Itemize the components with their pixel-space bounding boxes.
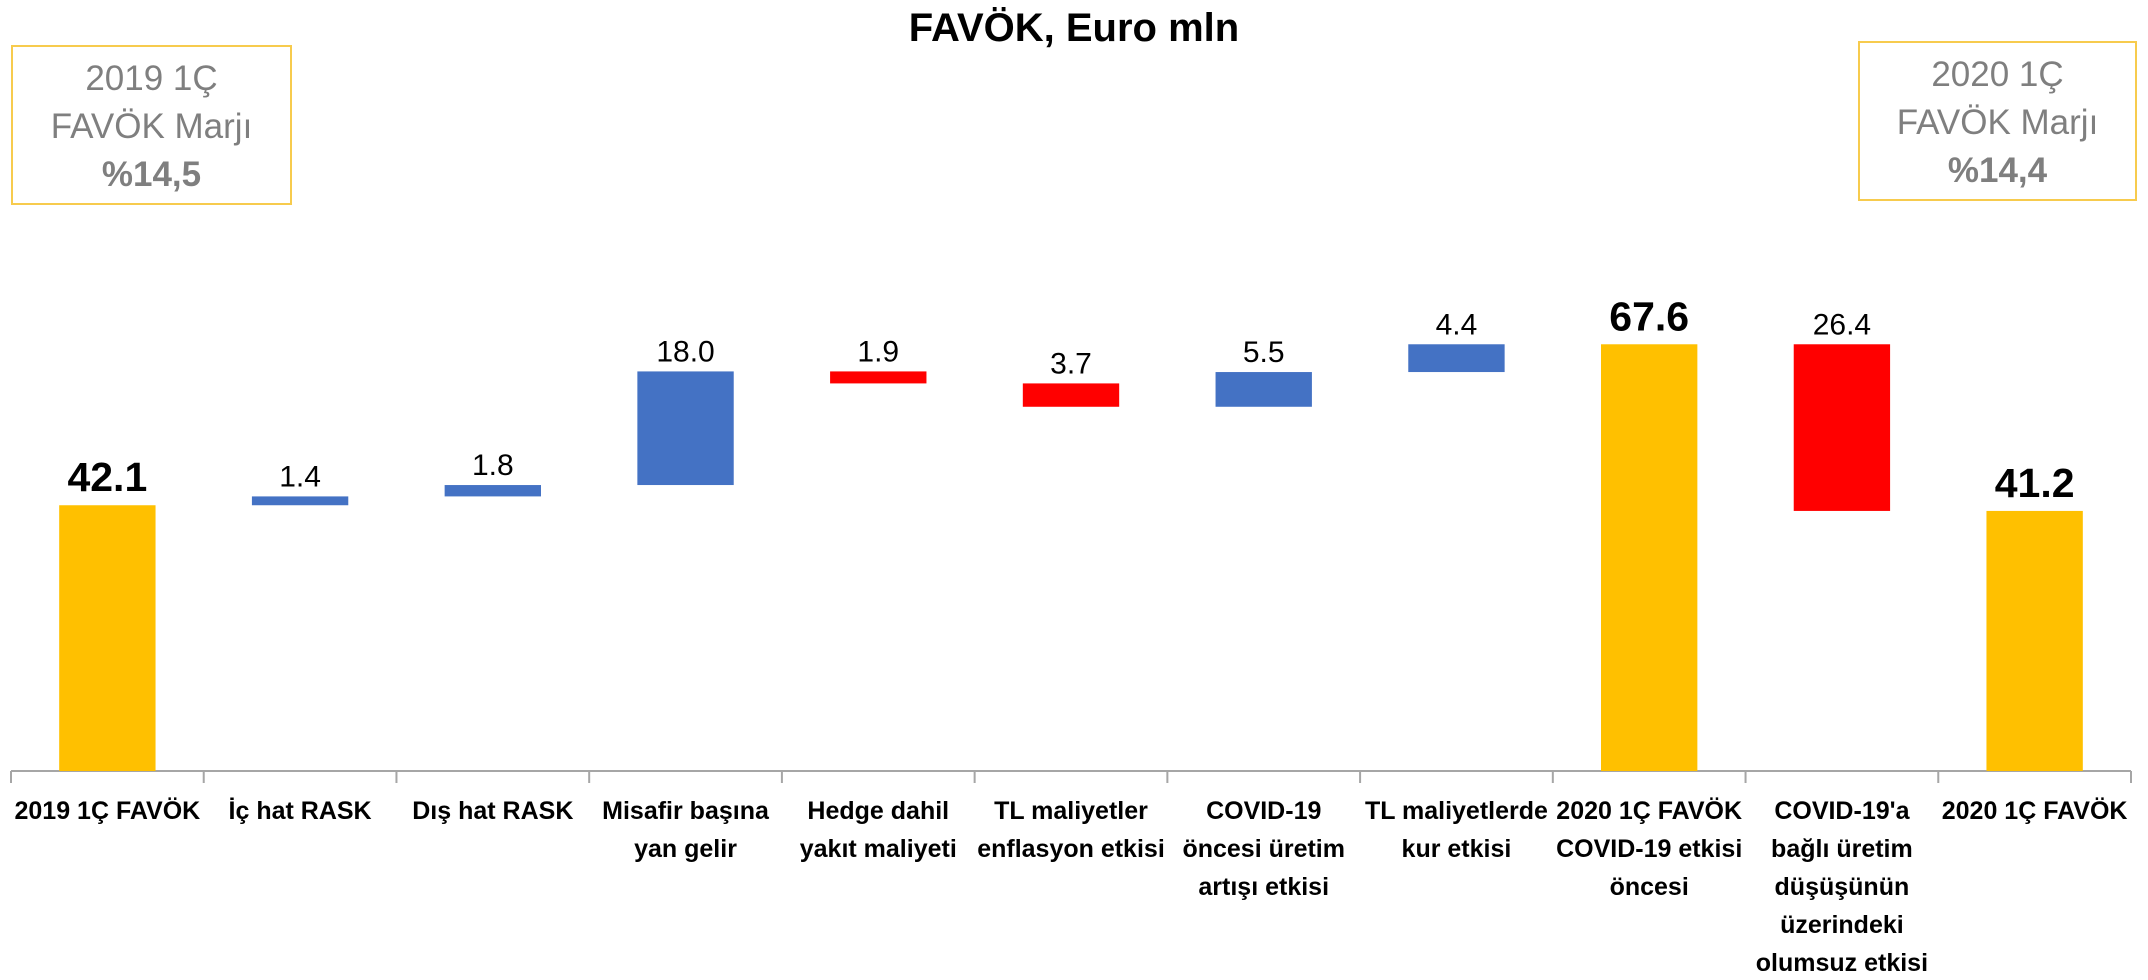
margin-text: FAVÖK Marjı <box>50 107 253 146</box>
bar <box>1793 344 1891 511</box>
value-label: 4.4 <box>1436 308 1478 341</box>
bar <box>830 371 927 384</box>
value-label: 18.0 <box>656 335 714 368</box>
x-tick-label: 2020 1Ç FAVÖK COVID-19 etkisi öncesi <box>1556 797 1743 901</box>
value-label: 1.4 <box>279 460 321 493</box>
margin-text: %14,4 <box>1947 151 2048 190</box>
value-label: 1.9 <box>857 335 899 368</box>
bar <box>1022 383 1120 407</box>
x-tick-label: Dış hat RASK <box>412 797 574 825</box>
x-tick-label: TL maliyetler enflasyon etkisi <box>977 797 1165 863</box>
value-label: 41.2 <box>1995 460 2075 506</box>
x-tick-label: Misafir başına yan gelir <box>602 797 769 863</box>
bar <box>1215 372 1312 407</box>
margin-box: 2019 1Ç FAVÖK Marjı %14,5 <box>11 45 292 205</box>
value-label: 1.8 <box>472 449 514 482</box>
x-tick-label: TL maliyetlerde kur etkisi <box>1364 797 1548 863</box>
x-tick-label: İç hat RASK <box>228 797 372 825</box>
value-label: 42.1 <box>67 454 147 500</box>
bar <box>637 371 734 486</box>
bar <box>1601 344 1698 771</box>
chart-title: FAVÖK, Euro mln <box>908 6 1240 50</box>
x-tick-label: 2019 1Ç FAVÖK <box>14 797 201 825</box>
bar <box>1408 344 1505 373</box>
bar <box>59 505 156 771</box>
margin-text: FAVÖK Marjı <box>1896 103 2099 142</box>
value-label: 3.7 <box>1050 347 1092 380</box>
margin-text: 2020 1Ç <box>1931 55 2064 94</box>
margin-box: 2020 1Ç FAVÖK Marjı %14,4 <box>1858 41 2137 201</box>
value-label: 26.4 <box>1813 308 1871 341</box>
value-label: 67.6 <box>1609 293 1689 339</box>
bar <box>251 496 349 506</box>
margin-text: 2019 1Ç <box>85 59 218 98</box>
x-tick-label: COVID-19'a bağlı üretim düşüşünün üzerin… <box>1755 797 1929 977</box>
x-tick-label: 2020 1Ç FAVÖK <box>1941 797 2128 825</box>
bar <box>1986 510 2083 771</box>
x-tick-label: COVID-19 öncesi üretim artışı etkisi <box>1182 797 1345 901</box>
margin-text: %14,5 <box>101 155 202 194</box>
bar <box>444 485 541 497</box>
x-tick-label: Hedge dahil yakıt maliyeti <box>799 797 957 863</box>
value-label: 5.5 <box>1243 336 1285 369</box>
